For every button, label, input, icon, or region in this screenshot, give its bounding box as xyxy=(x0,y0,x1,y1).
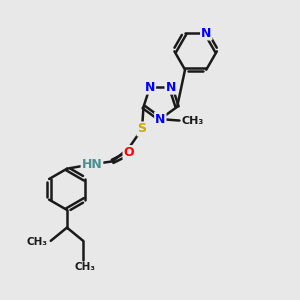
Text: N: N xyxy=(145,81,155,94)
Text: N: N xyxy=(166,81,176,94)
Text: N: N xyxy=(155,112,166,126)
Text: O: O xyxy=(124,146,134,159)
Text: CH₃: CH₃ xyxy=(26,237,47,247)
Text: CH₃: CH₃ xyxy=(182,116,204,126)
Text: CH₃: CH₃ xyxy=(74,262,95,272)
Text: HN: HN xyxy=(82,158,102,171)
Text: N: N xyxy=(201,26,211,40)
Text: S: S xyxy=(137,122,146,136)
